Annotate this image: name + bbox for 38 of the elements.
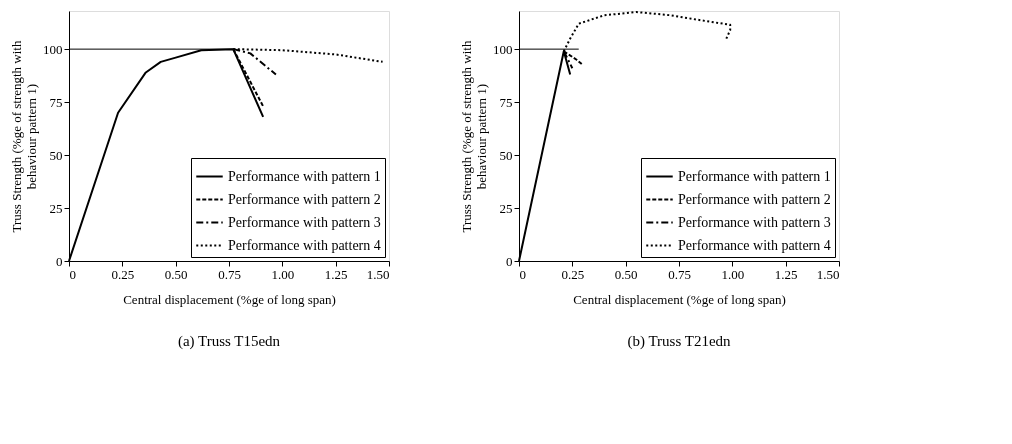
x-axis-title: Central displacement (%ge of long span) xyxy=(573,291,786,307)
x-tick-label: 1.00 xyxy=(271,266,295,282)
legend-label: Performance with pattern 3 xyxy=(228,214,381,230)
y-tick-label: 25 xyxy=(499,200,513,216)
x-tick-label: 1.25 xyxy=(774,266,798,282)
legend-label: Performance with pattern 4 xyxy=(228,237,381,253)
x-tick-label: 1.50 xyxy=(816,266,840,282)
x-tick-label: 0 xyxy=(519,266,526,282)
legend-label: Performance with pattern 2 xyxy=(228,191,381,207)
y-axis-title: Truss Strength (%ge of strength with behaviour pattern 1) xyxy=(459,40,489,233)
legend-label: Performance with pattern 3 xyxy=(678,214,831,230)
y-tick-label: 100 xyxy=(43,41,63,57)
x-axis-title: Central displacement (%ge of long span) xyxy=(123,291,336,307)
x-tick-label: 0.25 xyxy=(111,266,135,282)
x-tick-label: 1.50 xyxy=(366,266,390,282)
y-tick-label: 0 xyxy=(506,253,513,269)
x-tick-label: 0.50 xyxy=(614,266,638,282)
legend-label: Performance with pattern 2 xyxy=(678,191,831,207)
legend-label: Performance with pattern 1 xyxy=(228,168,381,184)
legend-label: Performance with pattern 4 xyxy=(678,237,831,253)
y-tick-label: 75 xyxy=(49,94,63,110)
x-tick-label: 0.25 xyxy=(561,266,585,282)
x-tick-label: 0.50 xyxy=(164,266,188,282)
x-tick-label: 0 xyxy=(69,266,76,282)
y-tick-label: 75 xyxy=(499,94,513,110)
text: (a) Truss T15edn xyxy=(177,333,281,350)
y-tick-label: 50 xyxy=(499,147,513,163)
y-axis-title: Truss Strength (%ge of strength with behaviour pattern 1) xyxy=(9,40,39,233)
x-tick-label: 1.25 xyxy=(324,266,348,282)
legend-label: Performance with pattern 1 xyxy=(678,168,831,184)
y-tick-label: 0 xyxy=(56,253,63,269)
text: (b) Truss T21edn xyxy=(627,333,732,350)
y-tick-label: 50 xyxy=(49,147,63,163)
y-tick-label: 25 xyxy=(49,200,63,216)
x-tick-label: 0.75 xyxy=(218,266,241,282)
x-tick-label: 1.00 xyxy=(721,266,745,282)
x-tick-label: 0.75 xyxy=(668,266,691,282)
y-tick-label: 100 xyxy=(493,41,513,57)
